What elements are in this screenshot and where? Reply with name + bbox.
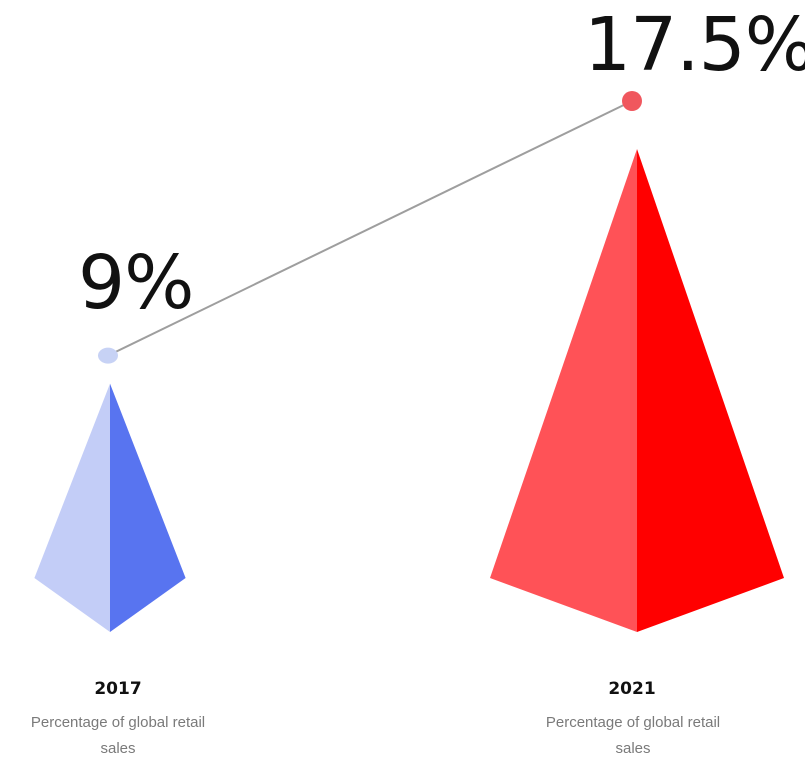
pyramid-2021: 17.5% 2021 Percentage of global retail s… bbox=[490, 2, 805, 757]
pyramid-2017: 9% 2017 Percentage of global retail sale… bbox=[31, 240, 205, 757]
value-label-2021: 17.5% bbox=[584, 2, 805, 88]
marker-2021 bbox=[622, 91, 642, 111]
description-2021-line2: sales bbox=[615, 740, 650, 757]
pyramid-2021-left-face bbox=[490, 149, 637, 632]
connector-line bbox=[107, 100, 633, 357]
description-2017-line2: sales bbox=[100, 740, 135, 757]
pyramid-2017-right-face bbox=[110, 383, 186, 632]
marker-2017 bbox=[98, 347, 118, 364]
description-2017-line1: Percentage of global retail bbox=[31, 714, 205, 731]
year-label-2021: 2021 bbox=[608, 679, 655, 699]
value-label-2017: 9% bbox=[78, 240, 193, 326]
year-label-2017: 2017 bbox=[94, 679, 141, 699]
pyramid-2021-right-face bbox=[637, 149, 784, 632]
pyramid-2017-left-face bbox=[34, 383, 110, 632]
description-2021-line1: Percentage of global retail bbox=[546, 714, 720, 731]
